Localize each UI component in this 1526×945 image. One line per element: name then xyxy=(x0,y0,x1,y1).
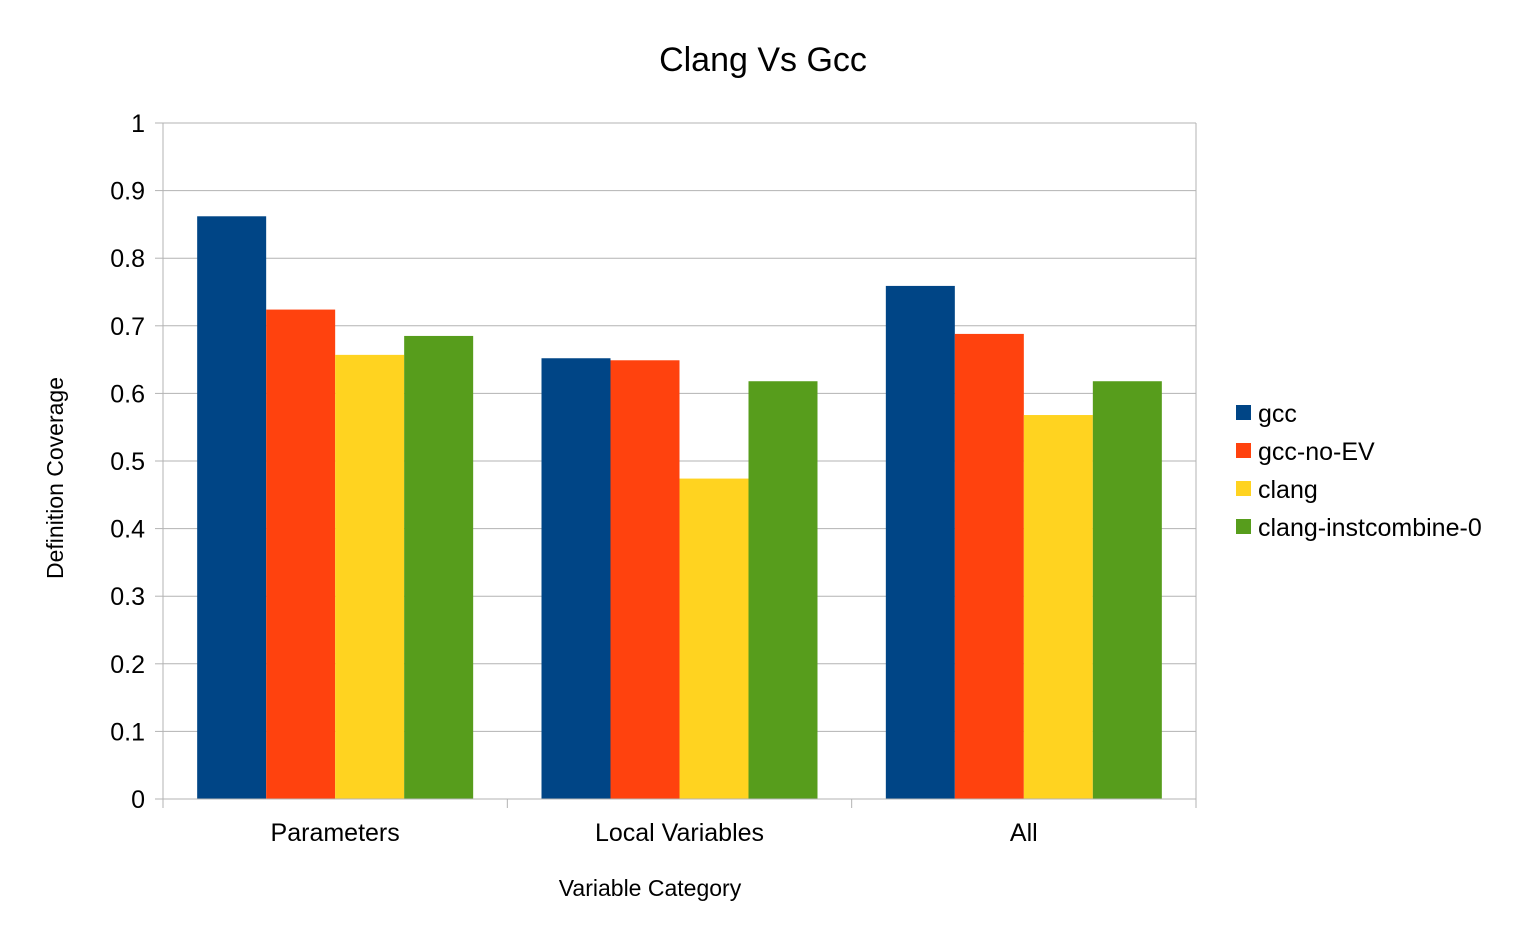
y-tick-label: 0.8 xyxy=(110,245,145,273)
plot-area: 0 0.1 0.2 0.3 0.4 0.5 0.6 0.7 0.8 0.9 1 Parameters L… xyxy=(110,110,1197,847)
x-tick-label: All xyxy=(1010,819,1038,847)
y-tick-label: 0.3 xyxy=(110,583,145,611)
y-tick-label: 1 xyxy=(131,110,145,138)
bar-gcc-0 xyxy=(197,216,267,800)
legend-label: gcc xyxy=(1258,400,1297,428)
x-tick-label: Local Variables xyxy=(595,819,764,847)
bar-clang-instcombine-0-2 xyxy=(1092,381,1162,799)
bar-gcc-no-EV-1 xyxy=(610,360,680,799)
chart-title: Clang Vs Gcc xyxy=(659,41,867,79)
y-tick-label: 0.6 xyxy=(110,380,145,408)
y-tick-label: 0.2 xyxy=(110,651,145,679)
y-tick-label: 0.4 xyxy=(110,516,145,544)
legend-label: clang xyxy=(1258,476,1318,504)
x-tick-label: Parameters xyxy=(271,819,400,847)
bar-gcc-no-EV-2 xyxy=(954,333,1024,799)
y-axis-label: Definition Coverage xyxy=(42,377,68,579)
bar-gcc-no-EV-0 xyxy=(266,309,336,799)
legend-swatch-clang-instcombine-0 xyxy=(1236,519,1251,534)
bar-clang-instcombine-0-0 xyxy=(404,335,474,799)
bar-clang-0 xyxy=(335,354,405,799)
x-axis-label: Variable Category xyxy=(559,875,742,901)
y-tick-label: 0.5 xyxy=(110,448,145,476)
legend-swatch-gcc-no-EV xyxy=(1236,443,1251,458)
y-tick-label: 0.9 xyxy=(110,178,145,206)
legend: gcc gcc-no-EV clang clang-instcombine-0 xyxy=(1236,400,1482,542)
legend-swatch-gcc xyxy=(1236,405,1251,420)
legend-swatch-clang xyxy=(1236,481,1251,496)
y-tick-label: 0.1 xyxy=(110,718,145,746)
y-tick-label: 0.7 xyxy=(110,313,145,341)
bar-gcc-1 xyxy=(541,358,611,799)
legend-label: gcc-no-EV xyxy=(1258,438,1375,466)
y-tick-label: 0 xyxy=(131,786,145,814)
legend-label: clang-instcombine-0 xyxy=(1258,514,1482,542)
bar-clang-2 xyxy=(1023,415,1093,799)
bar-clang-instcombine-0-1 xyxy=(748,381,818,799)
bar-gcc-2 xyxy=(885,285,955,799)
bar-clang-1 xyxy=(679,478,749,799)
